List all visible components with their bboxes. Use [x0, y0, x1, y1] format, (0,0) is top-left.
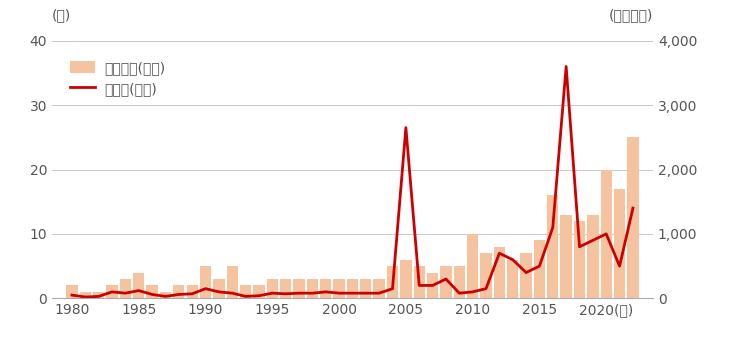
Bar	[493, 247, 505, 298]
Bar	[467, 234, 479, 298]
Text: (億米ドル): (億米ドル)	[608, 9, 653, 23]
Bar	[306, 279, 318, 298]
Bar	[560, 215, 572, 298]
Bar	[587, 215, 599, 298]
Bar	[280, 279, 292, 298]
Bar	[173, 285, 185, 298]
Bar	[440, 266, 452, 298]
Bar	[507, 260, 519, 298]
Bar	[480, 253, 492, 298]
Bar	[627, 137, 639, 298]
Bar	[146, 285, 158, 298]
Bar	[413, 266, 425, 298]
Bar	[160, 292, 171, 298]
Bar	[600, 170, 612, 298]
Bar	[347, 279, 358, 298]
Bar	[427, 273, 439, 298]
Bar	[547, 195, 559, 298]
Bar	[200, 266, 211, 298]
Bar	[333, 279, 345, 298]
Bar	[320, 279, 332, 298]
Bar	[186, 285, 198, 298]
Bar	[533, 240, 545, 298]
Bar	[106, 285, 118, 298]
Bar	[79, 292, 91, 298]
Bar	[266, 279, 278, 298]
Bar	[293, 279, 305, 298]
Bar	[253, 285, 265, 298]
Legend: 発生件数(左軸), 被害額(右軸): 発生件数(左軸), 被害額(右軸)	[65, 55, 171, 101]
Bar	[453, 266, 465, 298]
Bar	[66, 285, 78, 298]
Bar	[119, 279, 131, 298]
Bar	[240, 285, 252, 298]
Bar	[614, 189, 626, 298]
Text: (件): (件)	[52, 9, 71, 23]
Bar	[226, 266, 238, 298]
Bar	[520, 253, 532, 298]
Bar	[133, 273, 145, 298]
Bar	[93, 292, 105, 298]
Bar	[387, 266, 398, 298]
Bar	[400, 260, 412, 298]
Bar	[574, 221, 585, 298]
Bar	[360, 279, 372, 298]
Bar	[213, 279, 225, 298]
Bar	[373, 279, 385, 298]
